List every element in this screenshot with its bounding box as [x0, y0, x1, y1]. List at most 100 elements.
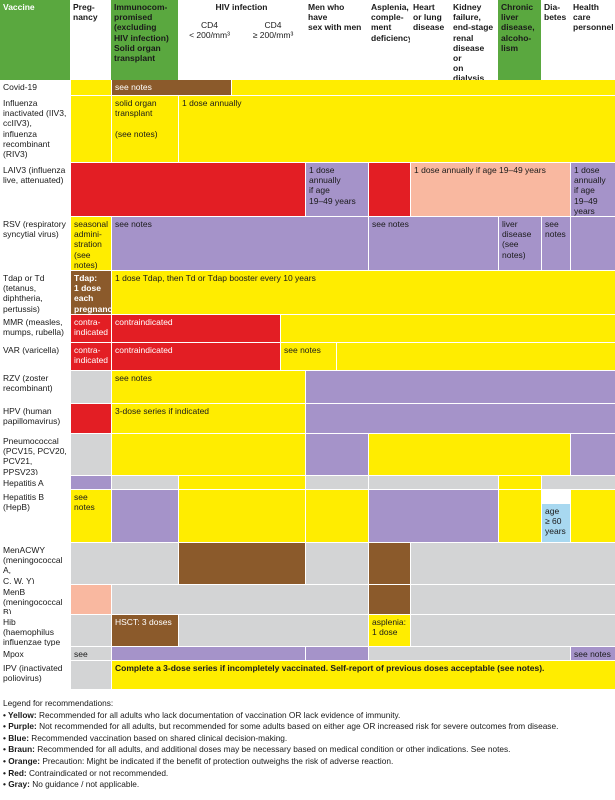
- table-cell-yellow: [499, 476, 541, 489]
- table-cell-gray: [71, 543, 178, 584]
- table-cell-gray: [71, 615, 111, 646]
- table-cell-yellow: [571, 490, 615, 542]
- table-cell-gray: [411, 615, 615, 646]
- row-label: MMR (measles, mumps, rubella): [3, 317, 64, 338]
- table-cell-yellow: [112, 434, 305, 475]
- table-cell-purple: see notes: [112, 217, 368, 270]
- table-cell-yellow: [499, 490, 541, 542]
- table-cell-gray: [369, 647, 570, 660]
- row-label: IPV (inactivated poliovirus): [3, 663, 63, 684]
- table-cell-red: [71, 404, 111, 433]
- table-cell-purple: see notes: [542, 217, 570, 270]
- table-cell-gray: [369, 476, 498, 489]
- table-cell-gray: see notes: [71, 647, 111, 660]
- header-diabetes: Dia- betes: [544, 2, 567, 23]
- header-immunocompromised: Immunocom- promised (excluding HIV infec…: [111, 0, 178, 80]
- table-cell-yellow: [71, 80, 111, 95]
- table-cell-yellow: see notes: [281, 343, 336, 370]
- table-cell-orange: [71, 585, 111, 614]
- table-cell-purple: [112, 490, 178, 542]
- table-cell-gray: [411, 585, 615, 614]
- legend-item: • Gray: No guidance / not applicable.: [3, 779, 140, 790]
- table-cell-red: [71, 163, 305, 216]
- table-cell-yellow: [337, 343, 615, 370]
- vaccine-table: Vaccine Preg- nancy Immunocom- promised …: [0, 0, 615, 689]
- table-cell-red: contra- indicated: [71, 315, 111, 342]
- header-pregnancy: Preg- nancy: [73, 2, 98, 23]
- table-cell-red: contra- indicated: [71, 343, 111, 370]
- table-cell-yellow: 3-dose series if indicated: [112, 404, 305, 433]
- table-cell-gray: [542, 476, 615, 489]
- header-msm: Men who have sex with men: [308, 2, 362, 33]
- table-cell-purple: [306, 647, 368, 660]
- table-cell-brown: [369, 543, 410, 584]
- row-label: RZV (zoster recombinant): [3, 373, 53, 394]
- header-kidney: Kidney failure, end-stage renal disease …: [453, 2, 494, 80]
- header-vaccine: Vaccine: [0, 0, 70, 80]
- row-label: MenACWY (meningococcal A, C, W, Y): [3, 545, 63, 584]
- table-cell-yellow: seasonal admini- stration (see notes): [71, 217, 111, 270]
- legend-item: • Blue: Recommended vaccination based on…: [3, 732, 288, 743]
- table-cell-brown: Tdap: 1 dose each pregnancy: [71, 271, 111, 314]
- table-cell-purple: [306, 371, 615, 403]
- header-cd4-high: CD4 ≥ 200/mm³: [252, 20, 294, 41]
- table-cell-purple: [306, 404, 615, 433]
- table-cell-gray: [306, 476, 368, 489]
- row-label: Influenza inactivated (IIV3, ccIIV3), in…: [3, 98, 67, 159]
- legend-item: • Braun: Recommended for all adults, and…: [3, 744, 511, 755]
- table-cell-purple: see notes: [571, 647, 615, 660]
- row-label: HPV (human papillomavirus): [3, 406, 61, 427]
- table-cell-gray: [306, 543, 368, 584]
- table-cell-purple: [306, 434, 368, 475]
- table-cell-orange: 1 dose annually if age 19–49 years: [411, 163, 570, 216]
- table-cell-yellow: [281, 315, 615, 342]
- table-cell-gray: [71, 434, 111, 475]
- table-cell-yellow: [71, 96, 111, 162]
- table-cell-brown: HSCT: 3 doses: [112, 615, 178, 646]
- table-cell-purple: [369, 490, 498, 542]
- table-cell-purple: [571, 434, 615, 475]
- table-cell-purple: 1 dose annually if age 19–49 years: [306, 163, 368, 216]
- table-cell-purple: 1 dose annually if age 19–49 years: [571, 163, 615, 216]
- table-cell-brown: see notes: [112, 80, 231, 95]
- row-label: VAR (varicella): [3, 345, 60, 355]
- row-label: Hepatitis B (HepB): [3, 492, 45, 513]
- table-cell-purple: liver disease (see notes): [499, 217, 541, 270]
- table-cell-yellow: [232, 80, 615, 95]
- legend-item: • Purple: Not recommended for all adults…: [3, 721, 559, 732]
- legend-item: • Orange: Precaution: Might be indicated…: [3, 755, 394, 766]
- table-cell-blue: age ≥ 60 years: [542, 504, 570, 542]
- header-liver: Chronic liver disease, alcoho- lism: [498, 0, 541, 80]
- row-label: MenB (meningococcal B): [3, 587, 63, 614]
- table-cell-red: contraindicated: [112, 315, 280, 342]
- row-label: Hib (haemophilus influenzae type b): [3, 617, 61, 646]
- table-cell-brown: [179, 543, 305, 584]
- table-cell-yellow: 1 dose Tdap, then Td or Tdap booster eve…: [112, 271, 615, 314]
- table-cell-brown: [369, 585, 410, 614]
- legend-title: Legend for recommendations:: [3, 698, 114, 708]
- row-label: RSV (respiratory syncytial virus): [3, 219, 66, 240]
- table-cell-yellow: [306, 490, 368, 542]
- table-cell-gray: [71, 371, 111, 403]
- header-heart-lung: Heart or lung disease: [413, 2, 445, 33]
- table-cell-yellow: Complete a 3-dose series if incompletely…: [112, 661, 615, 689]
- table-cell-purple: [71, 476, 111, 489]
- header-asplenia: Asplenia, comple- ment deficiency: [371, 2, 410, 43]
- table-cell-yellow: solid organ transplant (see notes): [112, 96, 178, 162]
- row-label: Hepatitis A (HepA): [3, 478, 44, 489]
- row-label: Tdap or Td (tetanus, diphtheria, pertuss…: [3, 273, 45, 314]
- row-label: LAIV3 (influenza live, attenuated): [3, 165, 66, 186]
- legend-item: • Yellow: Recommended for all adults who…: [3, 709, 401, 720]
- table-cell-yellow: [369, 434, 570, 475]
- table-cell-gray: [112, 585, 368, 614]
- legend-item: • Red: Contraindicated or not recommende…: [3, 767, 169, 778]
- table-cell-yellow: see notes: [71, 490, 111, 542]
- table-cell-red: [369, 163, 410, 216]
- table-cell-purple: [112, 647, 305, 660]
- table-cell-gray: [71, 661, 111, 689]
- legend: Legend for recommendations: • Yellow: Re…: [3, 698, 612, 791]
- table-cell-gray: [411, 543, 615, 584]
- table-cell-purple: [571, 217, 615, 270]
- row-label: Covid-19: [3, 82, 38, 92]
- table-cell-purple: see notes: [369, 217, 498, 270]
